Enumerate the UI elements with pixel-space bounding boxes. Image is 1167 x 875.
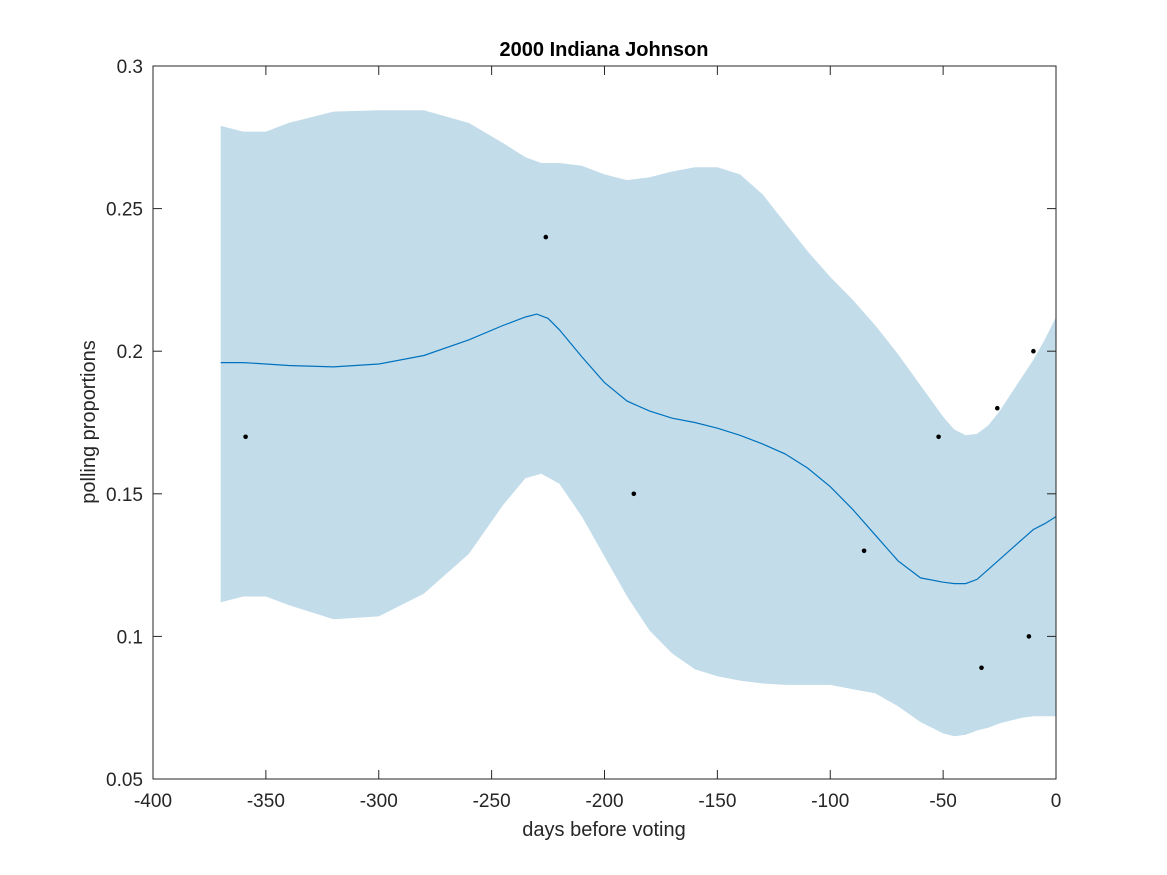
- data-point: [861, 548, 867, 554]
- data-point: [543, 234, 549, 240]
- x-tick-label: -50: [929, 791, 956, 812]
- data-point: [1031, 348, 1036, 354]
- y-tick-label: 0.1: [117, 627, 143, 648]
- confidence-band: [220, 110, 1056, 737]
- series-line-layer: [220, 313, 1057, 585]
- x-tick-label: -400: [134, 791, 172, 812]
- y-tick-label: 0.15: [106, 485, 143, 506]
- axes: [152, 65, 1057, 780]
- y-tick-label: 0.3: [117, 57, 143, 78]
- x-tick-label: -200: [585, 791, 623, 812]
- y-tick-label: 0.05: [106, 770, 143, 791]
- data-point: [243, 434, 248, 440]
- data-points-layer: [243, 234, 1036, 671]
- y-axis-label: polling proportions: [78, 340, 100, 503]
- confidence-band-layer: [220, 110, 1056, 737]
- x-tick-label: -150: [698, 791, 736, 812]
- y-tick-label: 0.25: [106, 200, 143, 221]
- data-point: [995, 405, 1000, 411]
- data-point: [631, 491, 637, 497]
- x-tick-label: -100: [811, 791, 849, 812]
- x-tick-label: 0: [1051, 791, 1062, 812]
- chart-title: 2000 Indiana Johnson: [500, 39, 709, 61]
- data-point: [936, 434, 941, 440]
- x-tick-label: -250: [473, 791, 511, 812]
- series-line-0: [220, 313, 1057, 585]
- x-tick-label: -350: [247, 791, 285, 812]
- data-point: [979, 665, 984, 671]
- y-tick-label: 0.2: [117, 342, 143, 363]
- x-axis-label: days before voting: [522, 819, 685, 841]
- data-point: [1026, 634, 1032, 639]
- tick-labels: -400 -350 -300 -250 -200 -150 -100 -50 0 0.05 0.1 0…: [106, 57, 1061, 812]
- x-tick-label: -300: [360, 791, 398, 812]
